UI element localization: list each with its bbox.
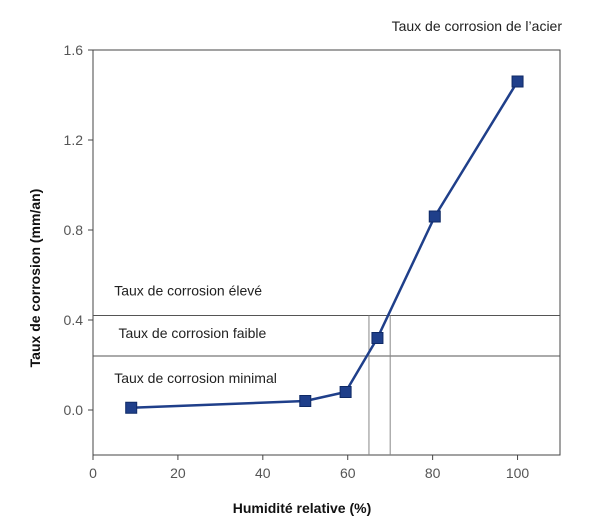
annotations: Taux de corrosion élevé Taux de corrosion… bbox=[114, 282, 277, 386]
x-tick-label: 100 bbox=[506, 465, 530, 481]
x-tick-label: 0 bbox=[89, 465, 97, 481]
y-tick-label: 0.4 bbox=[64, 312, 84, 328]
y-axis-title: Taux de corrosion (mm/an) bbox=[27, 189, 43, 368]
plot-frame bbox=[92, 49, 561, 456]
data-point-marker bbox=[339, 386, 352, 398]
data-point-marker bbox=[428, 210, 441, 223]
data-point-marker bbox=[299, 395, 312, 407]
x-axis: 0 20 40 60 80 100 bbox=[89, 455, 529, 481]
data-point-marker bbox=[511, 75, 524, 88]
reference-lines bbox=[93, 315, 560, 455]
y-tick-label: 0.0 bbox=[64, 402, 84, 418]
annotation-label-0: Taux de corrosion élevé bbox=[114, 282, 262, 298]
data-point-marker bbox=[371, 332, 384, 344]
data-series bbox=[125, 75, 524, 414]
y-tick-label: 1.2 bbox=[64, 132, 84, 148]
chart-title: Taux de corrosion de l’acier bbox=[392, 18, 563, 34]
data-point-marker bbox=[125, 401, 138, 414]
y-tick-label: 0.8 bbox=[64, 222, 84, 238]
x-tick-label: 40 bbox=[255, 465, 271, 481]
x-tick-label: 20 bbox=[170, 465, 186, 481]
y-tick-label: 1.6 bbox=[64, 42, 84, 58]
annotation-label-2: Taux de corrosion minimal bbox=[114, 370, 277, 386]
y-axis: 0.0 0.4 0.8 1.2 1.6 bbox=[64, 42, 93, 418]
series-line bbox=[131, 80, 519, 409]
x-tick-label: 60 bbox=[340, 465, 356, 481]
annotation-label-1: Taux de corrosion faible bbox=[118, 325, 266, 341]
x-tick-label: 80 bbox=[425, 465, 441, 481]
x-axis-title: Humidité relative (%) bbox=[233, 500, 371, 516]
